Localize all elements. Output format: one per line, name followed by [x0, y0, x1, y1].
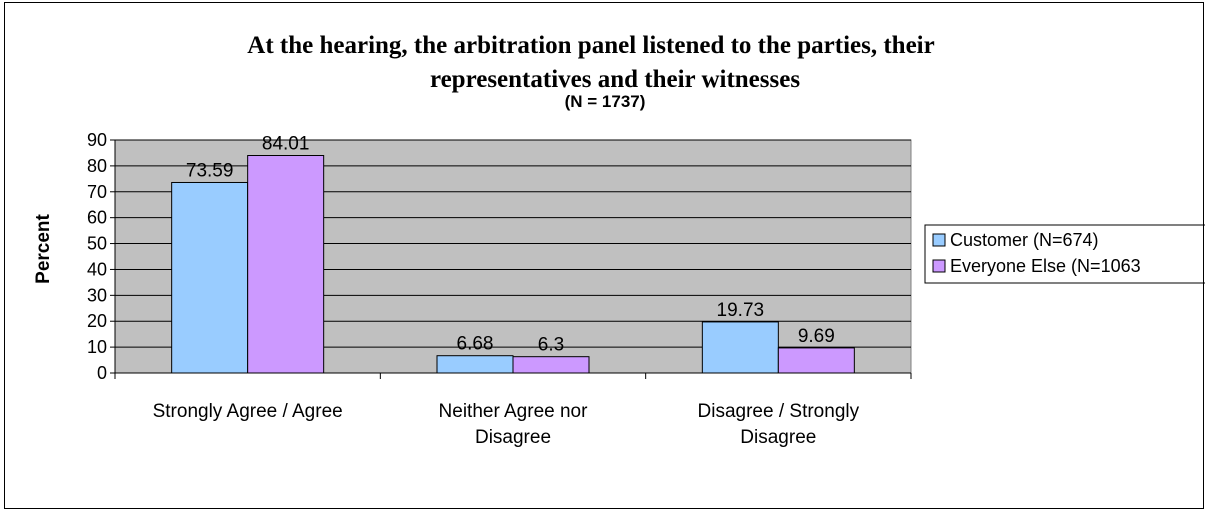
legend: Customer (N=674) Everyone Else (N=1063: [924, 224, 1205, 284]
legend-swatch: [932, 233, 946, 247]
y-tick-label: 30: [87, 285, 107, 305]
y-axis-label: Percent: [33, 213, 54, 283]
chart-subtitle: (N = 1737): [565, 92, 646, 111]
data-label: 73.59: [186, 160, 234, 181]
y-tick-label: 90: [87, 130, 107, 150]
y-tick-label: 80: [87, 156, 107, 176]
bar-customer: [436, 355, 514, 374]
y-tick-label: 70: [87, 182, 107, 202]
chart-title-line2: representatives and their witnesses: [430, 66, 800, 93]
y-tick-label: 0: [97, 363, 107, 383]
x-category-label: Strongly Agree / Agree: [153, 401, 343, 422]
legend-label: Customer (N=674): [950, 230, 1099, 250]
legend-box: [924, 224, 1205, 284]
plot-area: 0 10 20 30 40 50 60 70 80 90 73.59 84.01 Strongly Ag…: [87, 130, 912, 448]
x-category-label: Disagree: [740, 427, 816, 448]
x-category-label: Disagree: [475, 427, 551, 448]
legend-swatch: [932, 259, 946, 273]
x-category-label: Disagree / Strongly: [698, 401, 860, 422]
chart-frame: At the hearing, the arbitration panel li…: [4, 2, 1205, 509]
bar-everyone-else: [247, 155, 325, 374]
y-tick-label: 40: [87, 259, 107, 279]
bar-everyone-else: [777, 347, 855, 374]
y-tick-label: 10: [87, 337, 107, 357]
y-tick-label: 20: [87, 311, 107, 331]
y-tick-label: 50: [87, 234, 107, 254]
bar-everyone-else: [512, 356, 590, 374]
bar-customer: [171, 181, 249, 374]
chart-title-line1: At the hearing, the arbitration panel li…: [247, 32, 934, 59]
data-label: 6.3: [538, 335, 564, 356]
data-label: 19.73: [717, 300, 765, 321]
bar-chart: At the hearing, the arbitration panel li…: [33, 32, 1205, 448]
data-label: 9.69: [798, 326, 835, 347]
legend-label: Everyone Else (N=1063: [950, 256, 1141, 276]
bar-customer: [701, 321, 779, 374]
data-label: 6.68: [457, 334, 494, 355]
data-label: 84.01: [262, 134, 310, 155]
y-tick-label: 60: [87, 208, 107, 228]
x-category-label: Neither Agree nor: [439, 401, 589, 422]
